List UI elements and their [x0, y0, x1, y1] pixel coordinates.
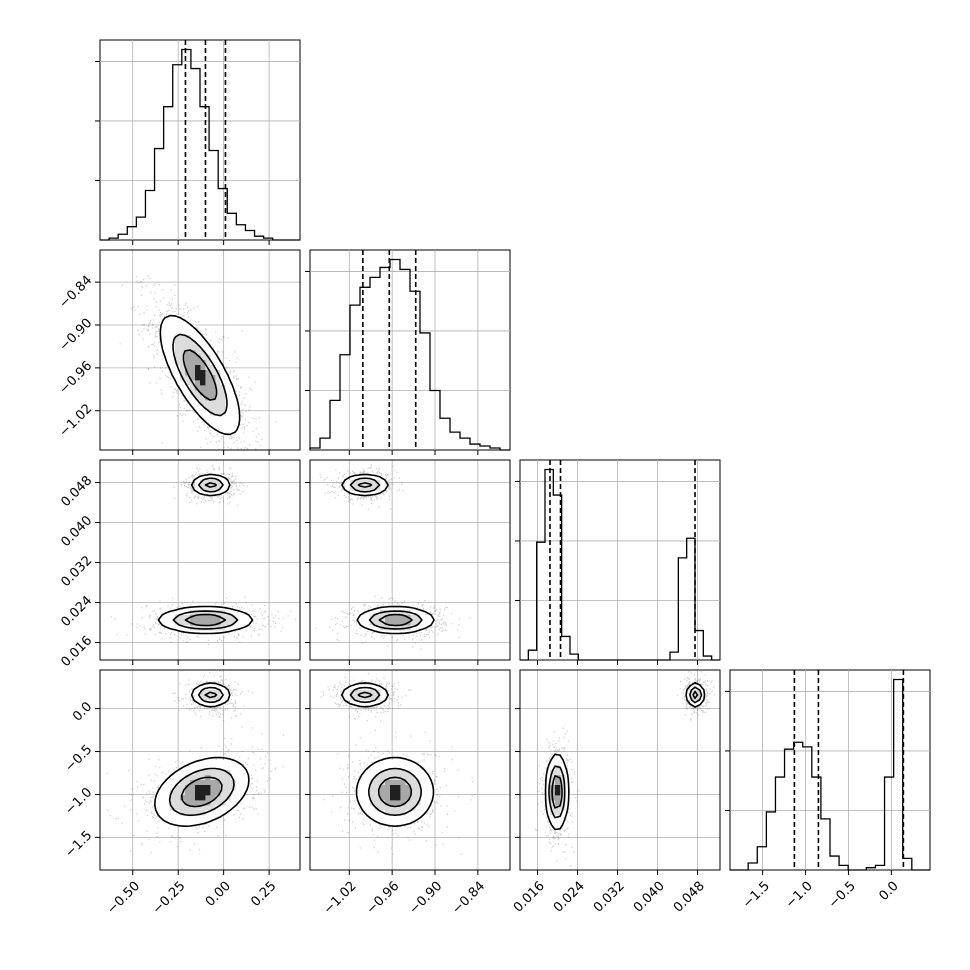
contour-line [357, 691, 413, 808]
y-tick-label: −0.5 [62, 742, 95, 775]
y-tick-label: −1.02 [57, 401, 96, 440]
panel-frame [99, 249, 301, 451]
density-fill [195, 365, 206, 386]
density-fill [160, 315, 241, 436]
density-fill [385, 615, 411, 626]
histogram-step [520, 468, 720, 661]
density-fill [170, 690, 236, 816]
y-tick-labels: −1.02−0.96 −0.90 −0.84 0.0160.0240.0320.040… [57, 273, 96, 861]
density-fill [185, 350, 216, 401]
x-tick-label: 0.032 [591, 879, 628, 916]
scatter-panel-1-3 [95, 459, 301, 665]
contour-line [341, 473, 435, 635]
density-fill [345, 685, 436, 826]
density-fill [345, 475, 436, 636]
panel-frame [99, 459, 301, 661]
hist-panel-4 [725, 669, 931, 875]
y-tick-label: 0.0 [70, 699, 95, 724]
x-tick-labels: −0.50 −0.25 0.00 0.25 −1.02 −0.96 −0.90 −0.84 0.… [104, 879, 901, 918]
panel-frame [309, 669, 511, 871]
contour-line [184, 482, 227, 627]
scatter-panel-2-4 [305, 669, 511, 875]
corner-plot-cells [95, 39, 931, 875]
x-tick-label: −0.90 [407, 879, 446, 918]
density-fill [190, 615, 221, 626]
x-tick-label: 0.024 [551, 879, 588, 916]
x-tick-label: −0.5 [826, 879, 859, 912]
density-fill [550, 690, 701, 816]
scatter-panel-1-2 [95, 249, 301, 455]
density-fill [160, 475, 251, 636]
contour-line [544, 681, 706, 831]
y-tick-label: −0.90 [57, 316, 96, 355]
contour-line [341, 682, 435, 827]
panel-frame [99, 669, 301, 871]
x-tick-label: −1.0 [783, 879, 816, 912]
density-fill [350, 480, 421, 631]
y-tick-label: −0.96 [57, 359, 96, 398]
contour-line [357, 482, 413, 627]
x-tick-label: −1.5 [740, 879, 773, 912]
contour-line [154, 682, 250, 827]
density-fill [180, 775, 221, 806]
x-tick-label: −0.50 [104, 879, 143, 918]
contour-line [548, 686, 703, 819]
y-tick-label: 0.048 [58, 473, 95, 510]
histogram-step [309, 258, 510, 451]
contour-line [172, 477, 239, 630]
contour-line [551, 690, 699, 809]
x-tick-label: 0.040 [631, 879, 668, 916]
contour-line [349, 477, 423, 630]
contour-line [159, 314, 241, 436]
x-tick-label: 0.016 [511, 879, 548, 916]
density-fill [195, 785, 211, 801]
scatter-panel-1-4 [95, 669, 301, 875]
y-tick-label: 0.032 [58, 553, 95, 590]
density-fill [175, 480, 236, 631]
x-tick-label: 0.00 [203, 879, 234, 910]
scatter-points [320, 672, 476, 855]
hist-panel-1 [95, 39, 301, 245]
x-tick-label: 0.25 [248, 879, 279, 910]
x-tick-label: 0.048 [671, 879, 708, 916]
y-tick-label: −0.84 [57, 273, 96, 312]
x-tick-label: −0.25 [150, 879, 189, 918]
contour-line [168, 686, 235, 817]
hist-panel-2 [305, 249, 511, 455]
histogram-step [100, 48, 300, 241]
x-tick-label: −0.84 [449, 879, 488, 918]
density-fill [380, 780, 411, 806]
panel-frame [309, 459, 511, 661]
panel-frame [519, 669, 721, 871]
contour-line [181, 691, 223, 808]
contour-line [182, 349, 218, 401]
y-tick-label: 0.024 [58, 593, 95, 630]
y-tick-label: 0.040 [58, 513, 95, 550]
density-fill [350, 690, 421, 816]
density-fill [555, 785, 561, 796]
contour-line [157, 473, 254, 635]
contour-line [172, 333, 228, 417]
density-fill [390, 785, 401, 801]
y-tick-label: 0.016 [58, 633, 95, 670]
scatter-panel-2-3 [305, 459, 511, 665]
density-fill [155, 685, 251, 826]
contour-line [349, 686, 422, 816]
x-tick-label: 0.0 [876, 879, 901, 904]
hist-panel-3 [515, 459, 721, 665]
scatter-panel-3-4 [515, 669, 721, 875]
y-tick-label: −1.5 [62, 828, 95, 861]
y-tick-label: −1.0 [62, 785, 95, 818]
x-tick-label: −0.96 [364, 879, 403, 918]
histogram-step [730, 678, 930, 871]
x-tick-label: −1.02 [321, 879, 360, 918]
